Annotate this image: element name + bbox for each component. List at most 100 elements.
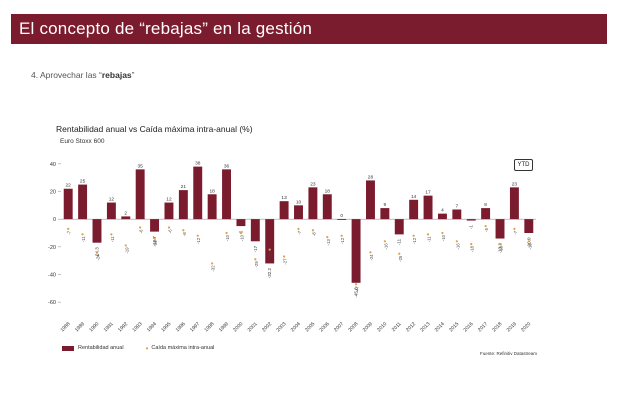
bar — [92, 219, 102, 243]
bar-value-label: 38 — [195, 161, 201, 167]
bar — [351, 219, 361, 283]
bar-value-label: 36 — [224, 163, 230, 169]
drawdown-point — [383, 240, 386, 243]
x-tick-label: 1994 — [146, 321, 158, 333]
drawdown-value-label: -12 — [196, 237, 201, 244]
drawdown-value-label: -5 — [484, 227, 489, 231]
drawdown-point — [297, 227, 300, 230]
x-tick-label: 2014 — [434, 321, 446, 333]
legend-label-drawdown: Caída máxima intra-anual — [151, 345, 215, 351]
drawdown-point — [340, 234, 343, 237]
x-tick-label: 2006 — [319, 321, 331, 333]
drawdown-point — [268, 248, 271, 251]
y-tick-label: 20 — [50, 190, 56, 196]
drawdown-point — [67, 227, 70, 230]
chart-source: Fuente: Refinitiv Datastream — [480, 351, 538, 356]
drawdown-point — [211, 262, 214, 265]
drawdown-value-label: -18 — [470, 245, 475, 252]
bar — [294, 205, 303, 220]
bar — [279, 201, 289, 220]
drawdown-point — [311, 229, 314, 232]
bar-value-label: -11 — [397, 238, 402, 245]
x-tick-label: 2007 — [333, 321, 345, 333]
chart-title: Rentabilidad anual vs Caída máxima intra… — [56, 124, 253, 134]
drawdown-point — [498, 242, 502, 246]
bar-value-label: 0 — [340, 213, 343, 219]
section-prefix: 4. Aprovechar las “ — [31, 70, 102, 80]
chart-subtitle: Euro Stoxx 600 — [60, 138, 105, 145]
drawdown-value-label: -10 — [239, 234, 244, 241]
x-tick-label: 2001 — [247, 321, 259, 333]
drawdown-point — [470, 242, 473, 246]
drawdown-point — [527, 240, 530, 243]
bar-value-label: -17 — [253, 245, 258, 252]
bar — [193, 166, 203, 220]
x-tick-label: 1990 — [88, 321, 100, 333]
x-tick-label: 2020 — [520, 321, 532, 333]
drawdown-point — [326, 236, 329, 239]
drawdown-value-label: -25 — [398, 255, 403, 262]
bar — [423, 195, 433, 220]
drawdown-point — [81, 233, 84, 236]
bar — [78, 184, 88, 220]
x-tick-label: 2013 — [419, 321, 431, 333]
drawdown-value-label: -11 — [110, 236, 115, 242]
x-tick-label: 2010 — [376, 321, 388, 333]
drawdown-point — [441, 231, 444, 235]
bar-value-label: 22 — [66, 183, 72, 189]
bar-value-label: 14 — [411, 194, 417, 200]
bar — [150, 219, 160, 232]
x-tick-label: 2005 — [304, 321, 316, 333]
drawdown-value-label: -8 — [311, 232, 316, 236]
bar — [380, 208, 390, 220]
x-tick-label: 2012 — [405, 321, 417, 333]
drawdown-value-label: -6 — [139, 229, 144, 233]
x-tick-label: 1993 — [131, 321, 143, 333]
x-tick-label: 1992 — [117, 321, 129, 333]
drawdown-value-label: -10 — [225, 234, 230, 241]
bar — [495, 219, 505, 239]
bar-value-label: 12 — [109, 197, 115, 203]
bar-value-label: 8 — [484, 202, 487, 208]
bar — [164, 202, 174, 220]
drawdown-point — [95, 251, 99, 254]
drawdown-point — [124, 244, 127, 247]
drawdown-point — [369, 251, 372, 254]
bar — [250, 219, 260, 242]
drawdown-value-label: -22 — [268, 251, 273, 258]
bar-value-label: 18 — [325, 188, 331, 194]
x-tick-label: 1988 — [60, 321, 72, 333]
section-heading: 4. Aprovechar las “rebajas” — [31, 70, 135, 80]
drawdown-value-label: -16 — [383, 243, 388, 250]
bar-value-label: 10 — [296, 199, 302, 205]
bar-value-label: 21 — [181, 184, 187, 190]
page-title: El concepto de “rebajas” en la gestión — [19, 19, 312, 38]
drawdown-value-label: -27 — [283, 258, 288, 265]
bar — [106, 202, 116, 220]
drawdown-point — [153, 237, 156, 240]
drawdown-point — [354, 283, 358, 286]
drawdown-point — [182, 229, 185, 232]
drawdown-value-label: -12 — [412, 237, 417, 244]
legend-swatch-annual — [62, 345, 74, 351]
bar — [394, 219, 404, 235]
bar — [452, 209, 462, 220]
drawdown-value-label: -6 — [167, 229, 172, 233]
x-tick-label: 2019 — [506, 321, 518, 333]
drawdown-value-label: -47 — [355, 286, 360, 293]
x-tick-label: 2008 — [347, 321, 359, 333]
y-tick-label: -60 — [48, 300, 56, 306]
drawdown-value-label: -11 — [427, 236, 432, 242]
drawdown-value-label: -24 — [95, 254, 100, 261]
bar — [509, 187, 519, 220]
bar — [437, 213, 447, 220]
bar — [135, 169, 145, 220]
x-tick-label: 2009 — [362, 321, 374, 333]
x-tick-label: 2011 — [391, 321, 403, 333]
y-tick-label: 40 — [50, 162, 56, 168]
x-tick-label: 1991 — [103, 321, 115, 333]
x-tick-label: 1998 — [203, 321, 215, 333]
bar — [178, 190, 188, 220]
bar — [121, 216, 131, 220]
